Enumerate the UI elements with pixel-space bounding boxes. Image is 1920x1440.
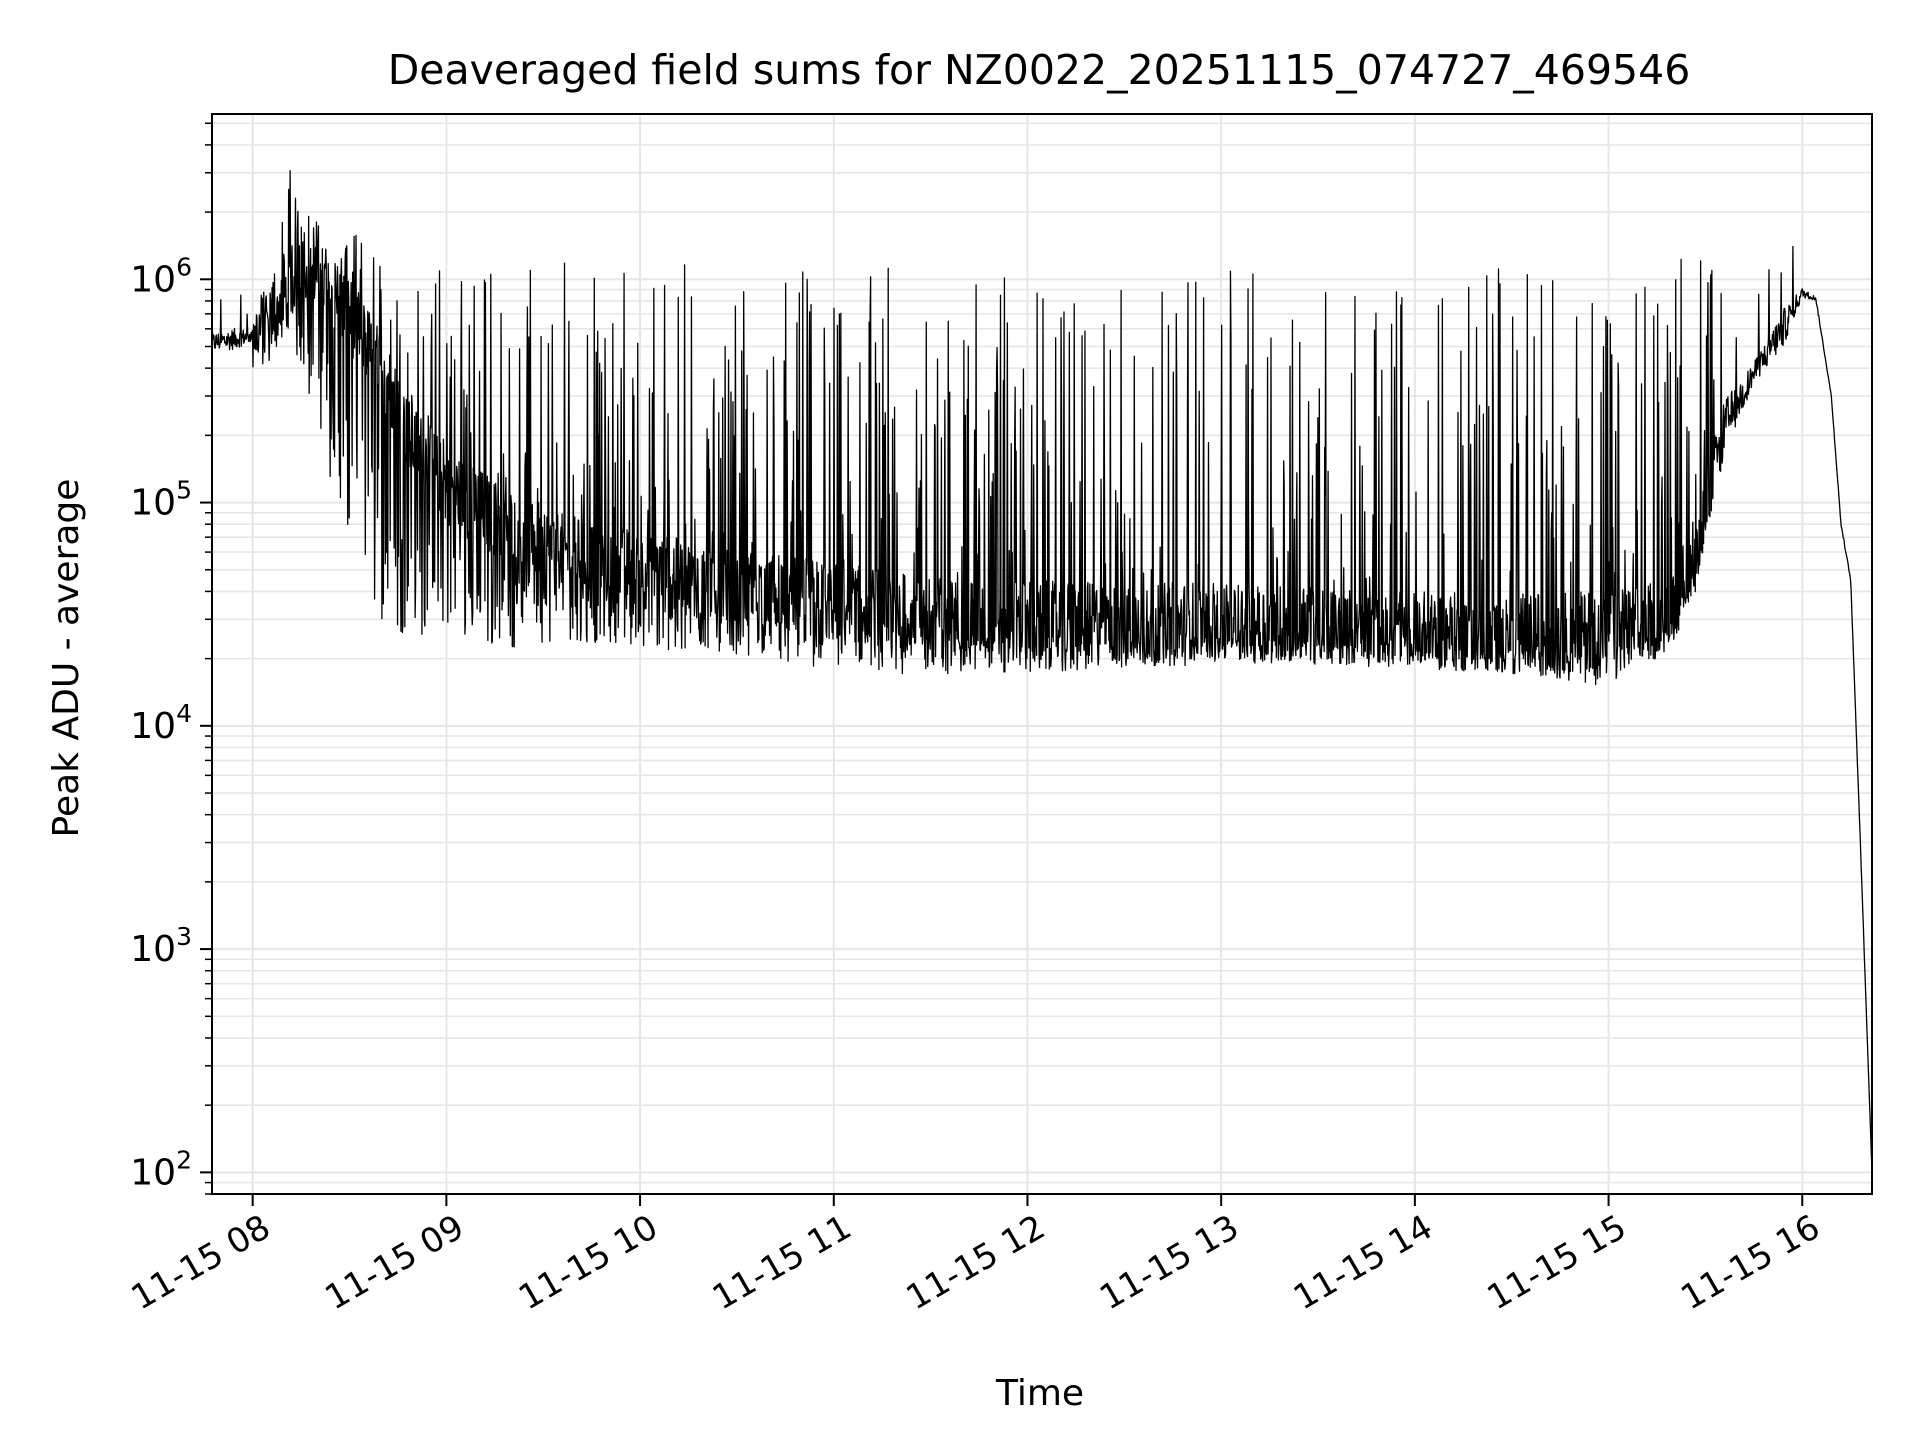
grid — [212, 114, 1872, 1195]
y-tick-label: 106 — [130, 252, 192, 300]
y-tick-label: 102 — [130, 1145, 192, 1193]
series-line — [211, 169, 1873, 1173]
x-axis-label: Time — [995, 1373, 1084, 1414]
data-series — [211, 169, 1873, 1173]
chart-title: Deaveraged field sums for NZ0022_2025111… — [388, 46, 1691, 94]
y-axis-ticks: 102 103 104 105 106 — [130, 122, 212, 1195]
y-tick-label: 105 — [130, 476, 192, 524]
y-tick-label: 103 — [130, 922, 192, 970]
y-axis-label: Peak ADU - average — [46, 479, 87, 838]
plot-frame — [211, 113, 1873, 1195]
y-tick-label: 104 — [130, 699, 192, 747]
